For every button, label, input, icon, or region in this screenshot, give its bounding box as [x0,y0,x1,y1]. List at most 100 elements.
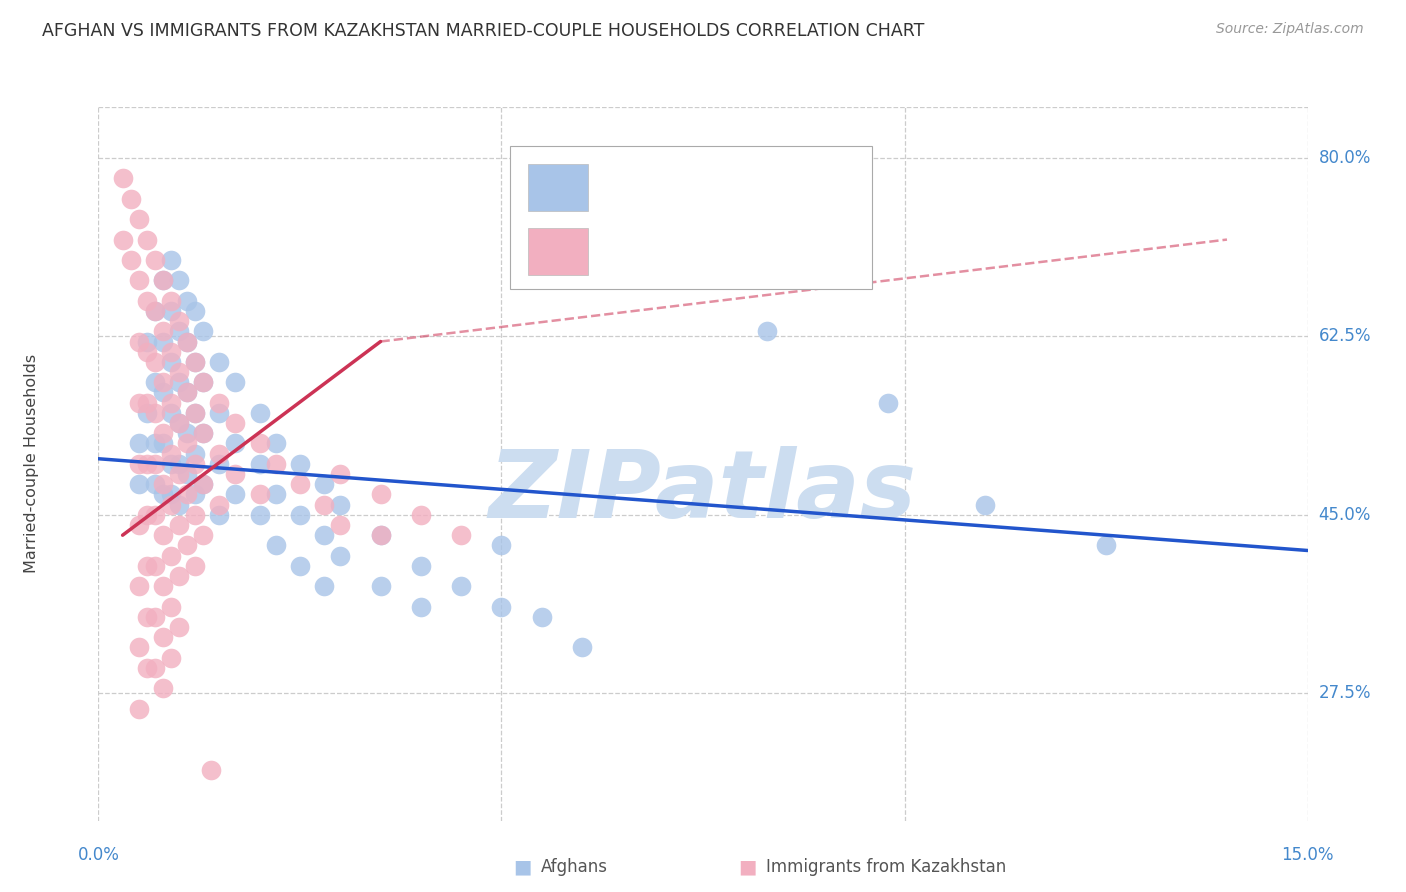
Point [224,376,246,390]
Point [167,365,190,379]
Point [176,538,198,552]
Point [314,498,336,512]
Text: Afghans: Afghans [541,858,609,876]
Point [176,293,198,308]
Point [128,477,150,491]
Point [160,549,183,563]
Point [184,355,207,369]
Point [184,457,207,471]
Point [128,518,150,533]
Point [224,487,246,501]
Point [193,426,215,441]
Point [152,273,174,287]
Point [135,609,157,624]
Point [128,212,150,227]
Point [143,558,166,573]
Point [264,436,287,450]
Point [167,416,190,430]
Point [167,314,190,328]
Point [208,395,231,409]
Text: R =: R = [600,175,640,193]
Point [143,252,166,267]
Point [288,457,311,471]
Text: 15.0%: 15.0% [1281,846,1334,863]
Point [249,487,271,501]
Point [288,558,311,573]
Point [143,457,166,471]
Point [193,376,215,390]
Point [135,395,157,409]
Bar [527,228,588,275]
Text: ZIPatlas: ZIPatlas [489,446,917,539]
Point [135,334,157,349]
Point [249,508,271,522]
Point [160,457,183,471]
Point [128,436,150,450]
Point [160,406,183,420]
Point [176,487,198,501]
Point [314,579,336,593]
Point [160,599,183,614]
Point [152,528,174,542]
Point [152,376,174,390]
Point [370,487,392,501]
Point [184,508,207,522]
Text: 72: 72 [837,175,862,193]
Point [571,640,593,655]
Point [370,528,392,542]
Point [135,558,157,573]
Point [208,406,231,420]
Point [152,579,174,593]
Point [208,447,231,461]
Point [193,324,215,338]
Point [160,304,183,318]
Point [128,395,150,409]
Point [152,426,174,441]
Point [128,640,150,655]
Text: 27.5%: 27.5% [1319,684,1371,702]
Text: 0.0%: 0.0% [77,846,120,863]
Point [184,558,207,573]
Point [184,447,207,461]
Point [530,609,553,624]
Point [135,457,157,471]
Point [111,171,134,186]
Point [329,518,352,533]
Point [409,599,432,614]
Point [314,477,336,491]
Point [160,355,183,369]
Point [176,467,198,481]
Point [184,406,207,420]
Point [143,661,166,675]
Point [370,528,392,542]
Text: 62.5%: 62.5% [1319,327,1371,345]
Point [370,579,392,593]
Point [135,661,157,675]
Point [450,579,472,593]
Text: N =: N = [779,241,820,259]
Point [756,324,779,338]
Point [409,508,432,522]
Point [120,192,142,206]
Point [288,508,311,522]
Point [224,416,246,430]
Point [152,324,174,338]
Point [143,609,166,624]
Point [167,498,190,512]
Point [160,498,183,512]
Text: 90: 90 [837,241,862,259]
Text: AFGHAN VS IMMIGRANTS FROM KAZAKHSTAN MARRIED-COUPLE HOUSEHOLDS CORRELATION CHART: AFGHAN VS IMMIGRANTS FROM KAZAKHSTAN MAR… [42,22,925,40]
Point [329,467,352,481]
Point [184,487,207,501]
Point [135,406,157,420]
Point [224,436,246,450]
Point [249,457,271,471]
Text: R =: R = [600,241,640,259]
Point [314,528,336,542]
Point [160,650,183,665]
Point [128,579,150,593]
Point [329,498,352,512]
Point [135,233,157,247]
Point [193,426,215,441]
Point [152,477,174,491]
